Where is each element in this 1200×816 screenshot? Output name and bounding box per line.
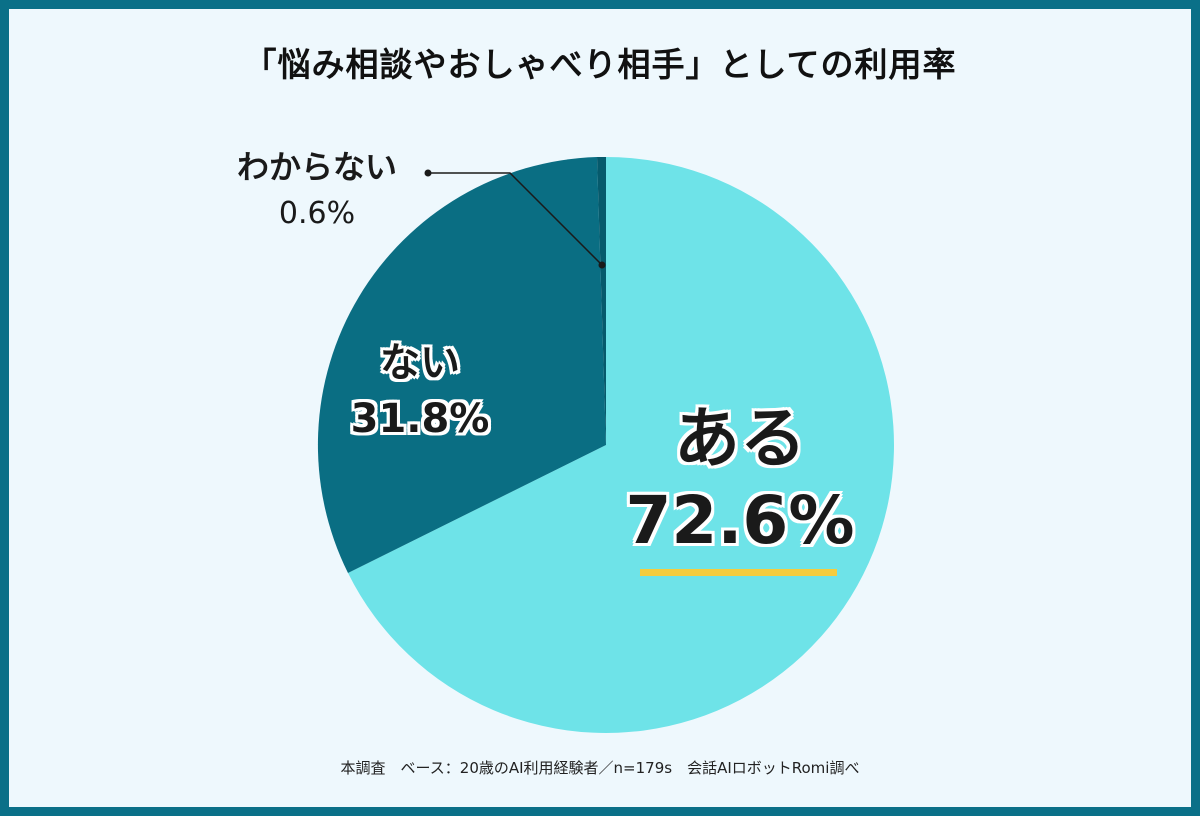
slice-yes-value: 72.6% — [625, 482, 855, 559]
slice-no-label: ない — [380, 340, 460, 386]
slice-unknown — [597, 156, 606, 445]
slice-unknown-label: わからない — [236, 148, 397, 186]
slice-yes-label: ある — [674, 400, 806, 477]
slice-unknown-value: 0.6% — [278, 196, 356, 231]
slice-yes — [348, 157, 894, 734]
slice-no — [317, 157, 606, 573]
leader-dot-end — [598, 261, 606, 269]
highlight-underline — [640, 569, 837, 576]
leader-line — [428, 172, 603, 266]
source-note: 本調査 ベース：20歳のAI利用経験者／n=179s 会話AIロボットRomi調… — [340, 759, 860, 777]
slice-no-value: 31.8% — [350, 396, 490, 442]
chart-title: 「悩み相談やおしゃべり相手」としての利用率 — [243, 45, 957, 84]
leader-dot-start — [424, 169, 432, 177]
